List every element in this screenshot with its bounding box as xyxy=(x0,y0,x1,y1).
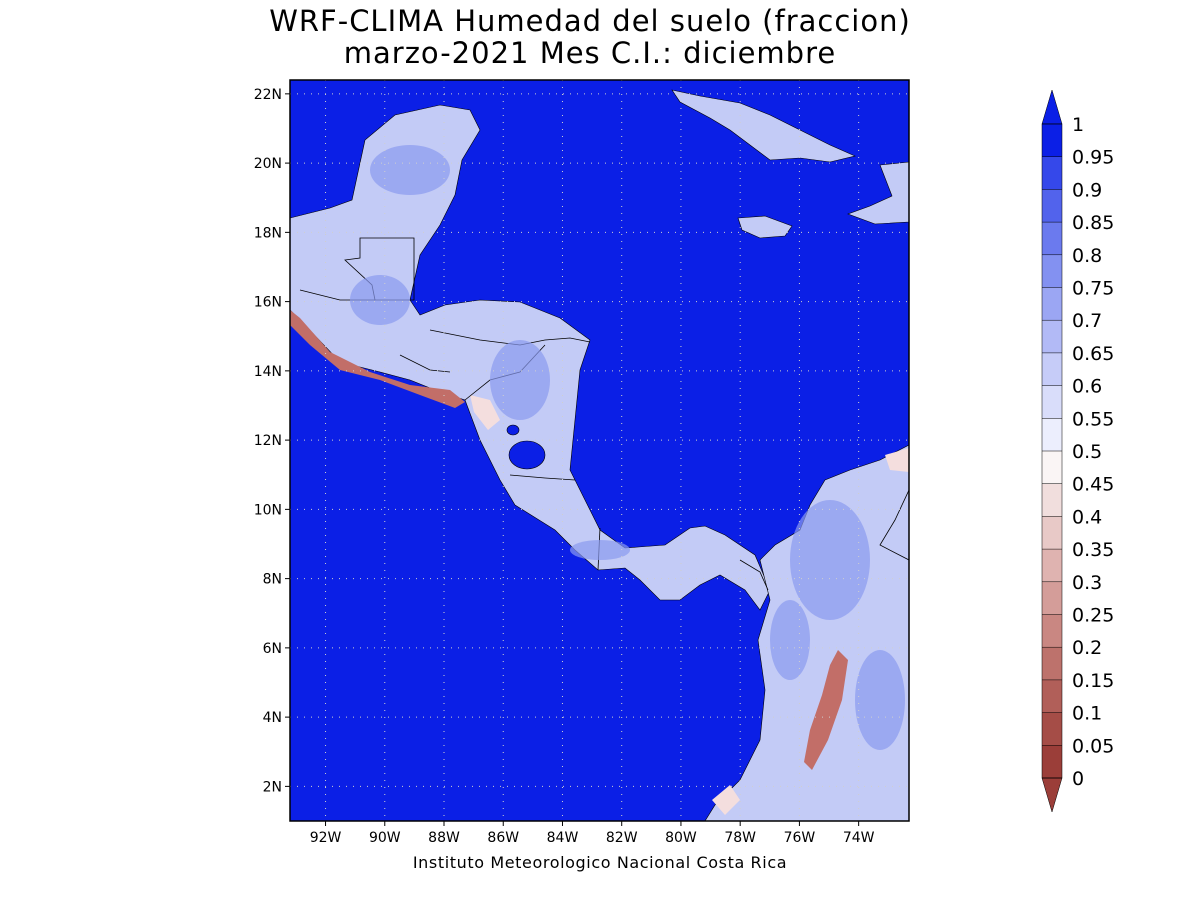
colorbar-segment xyxy=(1042,614,1062,648)
lon-tick-label: 90W xyxy=(369,830,401,846)
land-cuba xyxy=(671,89,856,163)
lon-tick-label: 80W xyxy=(665,830,697,846)
colorbar-label: 0.2 xyxy=(1072,637,1102,659)
colorbar-label: 0.8 xyxy=(1072,245,1102,267)
longitude-tick-labels: 92W 90W 88W 86W 84W 82W 80W 78W 76W 74W xyxy=(310,821,875,846)
colorbar-segment xyxy=(1042,483,1062,517)
lat-tick-label: 2N xyxy=(263,779,282,795)
map-frame xyxy=(289,79,910,822)
colorbar-segment xyxy=(1042,352,1062,387)
lon-tick-label: 92W xyxy=(310,830,342,846)
colorbar-label: 0.15 xyxy=(1072,670,1114,692)
colorbar-segment xyxy=(1042,254,1062,288)
land-hispaniola xyxy=(847,161,909,225)
credit-text: Instituto Meteorologico Nacional Costa R… xyxy=(412,853,788,872)
colorbar-label: 0.7 xyxy=(1072,310,1102,332)
colorbar-label: 0 xyxy=(1072,768,1084,790)
wet-patch xyxy=(570,540,630,560)
lake-managua xyxy=(506,424,520,436)
lat-tick-label: 14N xyxy=(254,364,282,380)
lon-tick-label: 78W xyxy=(724,830,756,846)
colorbar-segment xyxy=(1042,647,1062,681)
colorbar-segment xyxy=(1042,679,1062,714)
lon-tick-label: 84W xyxy=(547,830,579,846)
lat-tick-label: 6N xyxy=(263,641,282,657)
colorbar-segment xyxy=(1042,287,1062,321)
colorbar-label: 0.45 xyxy=(1072,474,1114,496)
colorbar-label: 0.35 xyxy=(1072,539,1114,561)
colorbar-segment xyxy=(1042,549,1062,583)
colorbar-label: 0.65 xyxy=(1072,343,1114,365)
colorbar-label: 0.25 xyxy=(1072,605,1114,627)
lat-tick-label: 8N xyxy=(263,572,282,588)
dry-pacific-strip xyxy=(290,310,465,408)
colorbar-label: 0.55 xyxy=(1072,408,1114,430)
colorbar-max-arrow xyxy=(1041,89,1063,125)
lat-tick-label: 12N xyxy=(254,433,282,449)
lon-tick-label: 86W xyxy=(487,830,519,846)
colorbar-segment xyxy=(1042,189,1062,223)
colorbar-label: 0.4 xyxy=(1072,506,1102,528)
lat-tick-label: 4N xyxy=(263,710,282,726)
lat-tick-label: 18N xyxy=(254,225,282,241)
colorbar-label: 0.05 xyxy=(1072,735,1114,757)
lat-tick-label: 22N xyxy=(254,87,282,103)
colorbar-label: 0.75 xyxy=(1072,278,1114,300)
lake-nicaragua xyxy=(508,440,546,470)
lon-tick-label: 82W xyxy=(606,830,638,846)
colorbar-segment xyxy=(1042,712,1062,746)
lon-tick-label: 88W xyxy=(428,830,460,846)
colorbar-segment xyxy=(1042,222,1062,256)
colorbar-segment xyxy=(1042,745,1062,779)
arid-andes-band xyxy=(804,650,848,770)
wet-patch xyxy=(490,340,550,420)
colorbar-label: 1 xyxy=(1072,114,1084,136)
map-title: WRF-CLIMA Humedad del suelo (fraccion) xyxy=(269,4,911,38)
colorbar-min-arrow xyxy=(1041,777,1063,813)
colorbar-label: 0.1 xyxy=(1072,703,1102,725)
colorbar-segment xyxy=(1042,385,1062,419)
colorbar-segment xyxy=(1042,451,1062,485)
lat-tick-label: 16N xyxy=(254,295,282,311)
colorbar-label: 0.6 xyxy=(1072,376,1102,398)
wet-patch xyxy=(370,145,450,195)
lat-tick-label: 10N xyxy=(254,502,282,518)
colorbar-segment xyxy=(1042,581,1062,615)
lat-tick-label: 20N xyxy=(254,156,282,172)
colorbar-label: 0.85 xyxy=(1072,212,1114,234)
colorbar-segment xyxy=(1042,320,1062,354)
colorbar-segment xyxy=(1042,156,1062,190)
colorbar-label: 0.3 xyxy=(1072,572,1102,594)
wet-patch xyxy=(790,500,870,620)
wet-patch xyxy=(770,600,810,680)
colorbar-segment xyxy=(1042,418,1062,452)
land-layer xyxy=(290,89,909,821)
lon-tick-label: 76W xyxy=(784,830,816,846)
colorbar-segment xyxy=(1042,124,1062,158)
colorbar-label: 0.5 xyxy=(1072,441,1102,463)
latitude-tick-labels: 2N 4N 6N 8N 10N 12N 14N 16N 18N 20N 22N xyxy=(254,87,290,795)
wet-patch xyxy=(350,275,410,325)
wet-patch xyxy=(855,650,905,750)
lon-tick-label: 74W xyxy=(843,830,875,846)
land-jamaica xyxy=(737,215,793,239)
colorbar-label: 0.9 xyxy=(1072,179,1102,201)
colorbar-segment xyxy=(1042,516,1062,550)
colorbar: 1 0.95 0.9 0.85 0.8 0.75 0.7 0.65 0.6 0.55 0.5 0.45… xyxy=(1041,89,1114,813)
map-subtitle: marzo-2021 Mes C.I.: diciembre xyxy=(343,36,837,70)
colorbar-label: 0.95 xyxy=(1072,147,1114,169)
